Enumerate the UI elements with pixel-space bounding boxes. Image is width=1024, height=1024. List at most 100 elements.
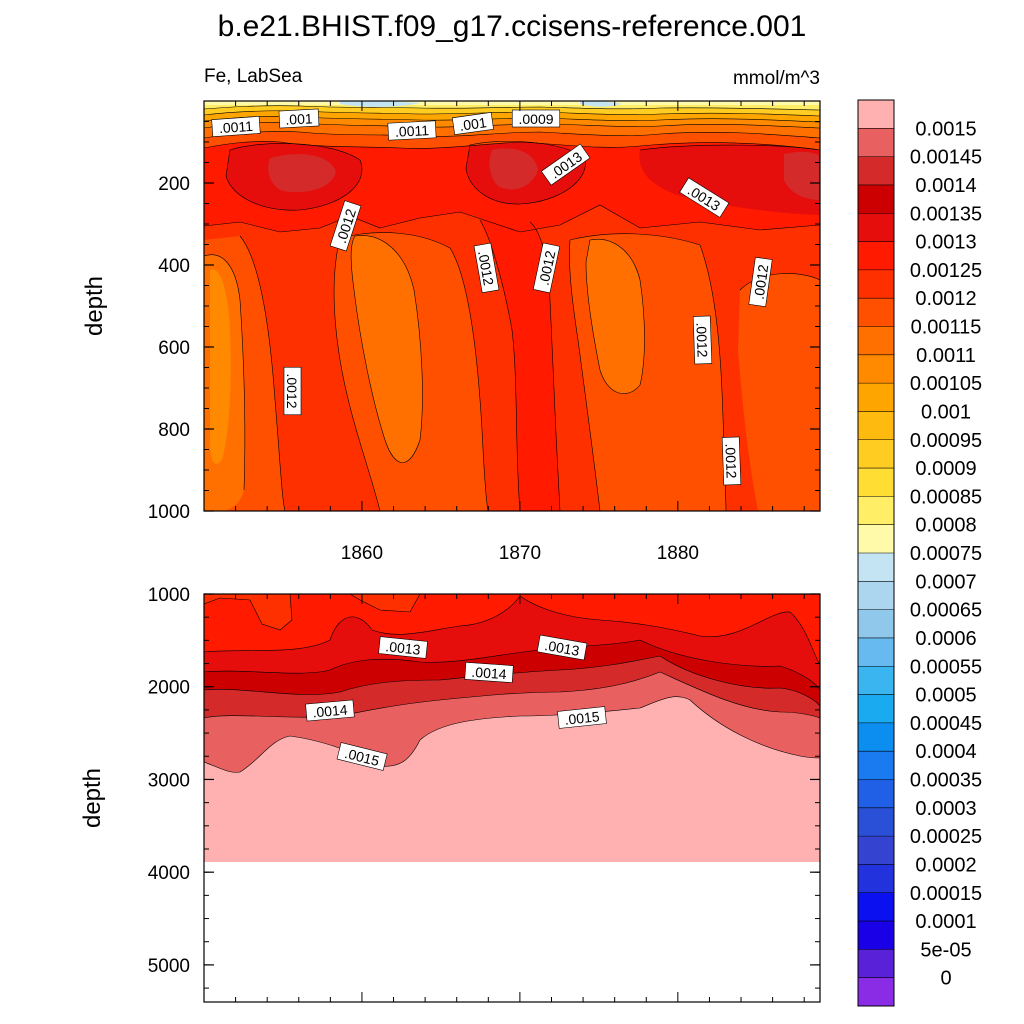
colorbar-swatch (858, 637, 894, 667)
contour-label-box (278, 108, 320, 129)
colorbar-swatch (858, 694, 894, 724)
contour-label-box (211, 116, 261, 137)
contour-label: .001 (278, 108, 320, 129)
contour-label-text: .0013 (543, 637, 580, 659)
contour-label: .0012 (692, 315, 713, 365)
colorbar-swatch (858, 383, 894, 412)
contour-label-text: .0013 (385, 638, 422, 658)
upper-contour-labels: .0011.001.0011.001.0009.0013.0013.0012.0… (211, 108, 773, 486)
colorbar-label: 0.0006 (915, 628, 976, 650)
lower-contour-fill (204, 594, 820, 1002)
contour-label: .0013 (536, 634, 588, 661)
lower-panel: .0013.0013.0014.0014.0015.0015 100020003… (79, 585, 821, 1003)
y-tick-label: 600 (158, 338, 190, 359)
contour-label: .0009 (511, 109, 561, 128)
colorbar-label: 0.00035 (910, 770, 982, 792)
colorbar-label: 0.0009 (915, 458, 976, 480)
contour-label-text: .0015 (564, 708, 601, 728)
colorbar-swatch (858, 864, 894, 894)
contour-label-text: .0011 (218, 118, 253, 136)
upper-fill-core-0011-c (586, 239, 645, 394)
contour-label-text: .0012 (284, 373, 300, 408)
colorbar-swatch (858, 298, 894, 327)
upper-contour-fill (204, 101, 820, 511)
colorbar-swatch (858, 666, 894, 695)
contour-label-box (336, 742, 388, 771)
lower-fill-00125-b (350, 594, 420, 612)
contour-label: .0012 (473, 242, 500, 294)
contour-label: .0012 (748, 256, 773, 307)
colorbar-swatch (858, 751, 894, 780)
x-tick-label: 1860 (341, 543, 383, 564)
colorbar-label: 0.0002 (915, 854, 976, 876)
colorbar-swatch (858, 807, 894, 837)
colorbar-label: 0.00025 (910, 826, 982, 848)
y-tick-label: 5000 (148, 956, 190, 977)
contour-label-box (748, 256, 773, 307)
y-tick-label: 2000 (148, 678, 190, 699)
colorbar-swatch (858, 184, 894, 214)
colorbar-swatch (858, 468, 894, 497)
colorbar-label: 0.0004 (915, 741, 976, 763)
contour-label-text: .0012 (693, 322, 710, 358)
contour-label-box (387, 120, 437, 141)
colorbar-swatch (858, 326, 894, 356)
colorbar-label: 0.00105 (910, 373, 982, 395)
upper-fill-surface-0007-a (340, 101, 420, 107)
colorbar-swatch (858, 609, 894, 639)
colorbar-swatch (858, 779, 894, 809)
contour-label: .0012 (721, 436, 742, 486)
contour-label: .001 (451, 112, 494, 135)
y-tick-label: 1000 (148, 585, 190, 606)
contour-label-text: .001 (458, 114, 487, 134)
y-tick-label: 3000 (148, 770, 190, 791)
lower-fill-00125 (204, 594, 292, 630)
colorbar-swatch (858, 581, 894, 610)
contour-label-box (378, 636, 428, 659)
upper-fill-core-00135-b (489, 148, 538, 190)
contour-label-text: .0012 (722, 443, 739, 479)
upper-fill-core-0011-b (351, 235, 423, 463)
contour-label-box (305, 699, 355, 722)
y-tick-label: 400 (158, 256, 190, 277)
chart-title: b.e21.BHIST.f09_g17.ccisens-reference.00… (218, 10, 807, 43)
colorbar-label: 0.0008 (915, 515, 976, 537)
colorbar-swatch (858, 269, 894, 299)
upper-fill-core-0013-c (639, 145, 820, 215)
y-tick-label: 4000 (148, 863, 190, 884)
contour-label: .0014 (464, 662, 514, 683)
contour-label-box (283, 366, 302, 416)
contour-label-box (536, 634, 588, 661)
colorbar-label: 0.001 (921, 401, 971, 423)
contour-label-text: .0014 (312, 701, 349, 720)
contour-label-box (473, 242, 500, 294)
upper-panel: .0011.001.0011.001.0009.0013.0013.0012.0… (81, 100, 821, 564)
contour-label-box (540, 143, 591, 186)
contour-label-box (329, 200, 362, 252)
y-tick-label: 800 (158, 420, 190, 441)
contour-label-text: .0014 (471, 664, 507, 682)
colorbar-swatch (858, 921, 894, 950)
colorbar-swatch (858, 836, 894, 865)
contour-label: .0015 (557, 706, 607, 729)
colorbar-swatch (858, 100, 894, 129)
colorbar-label: 0 (940, 968, 951, 990)
contour-label-box (464, 662, 514, 683)
colorbar-swatch (858, 553, 894, 582)
colorbar-swatch (858, 949, 894, 978)
contour-label-text: .0012 (475, 249, 497, 286)
colorbar-label: 0.00055 (910, 656, 982, 678)
colorbar-swatch (858, 722, 894, 752)
upper-y-axis-label: depth (81, 276, 108, 336)
upper-fill-core-00135-c (784, 151, 820, 200)
colorbar-frame (857, 99, 895, 1007)
lower-ticks: 1000 2000 3000 4000 5000 (148, 585, 820, 1002)
contour-label: .0011 (387, 120, 437, 141)
units-subtitle: mmol/m^3 (733, 68, 820, 89)
contour-label: .0011 (211, 116, 261, 137)
colorbar-swatch (858, 241, 894, 271)
colorbar-swatch (858, 156, 894, 186)
upper-fill-core-00105-a (210, 269, 231, 464)
colorbar-label: 0.00015 (910, 883, 982, 905)
colorbar-label: 0.00125 (910, 260, 982, 282)
